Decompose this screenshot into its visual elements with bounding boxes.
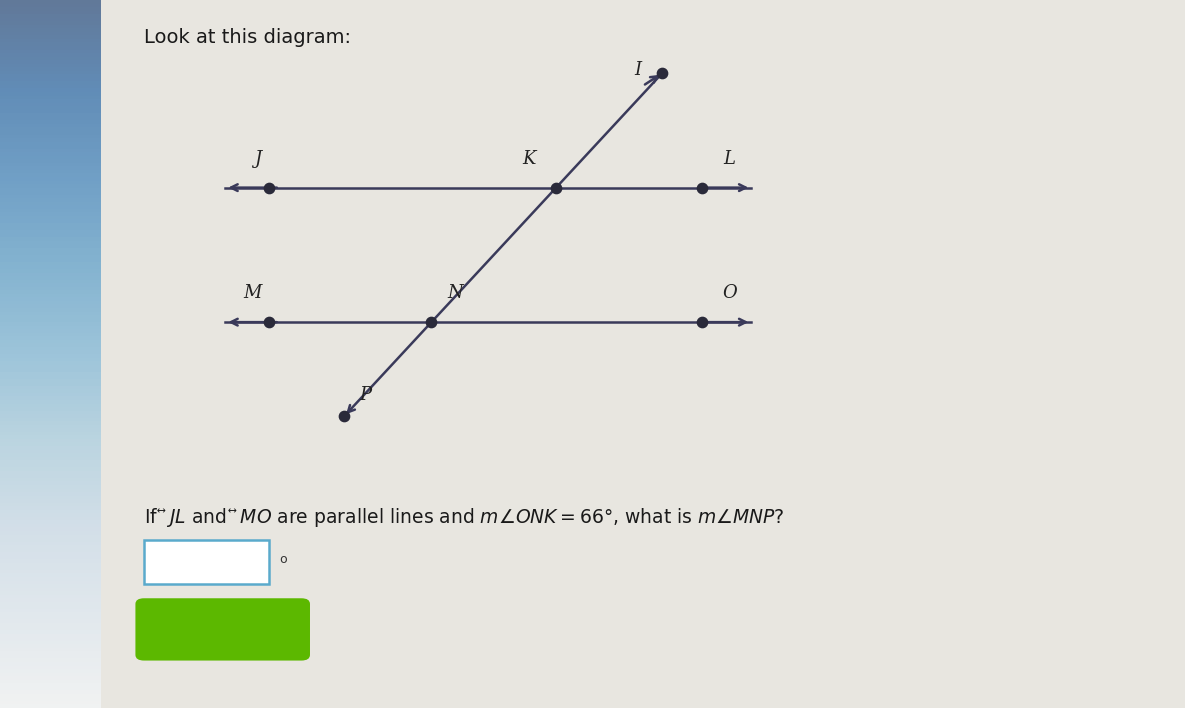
Point xyxy=(546,182,565,193)
Text: O: O xyxy=(722,285,737,302)
Text: I: I xyxy=(635,61,642,79)
FancyBboxPatch shape xyxy=(135,598,310,661)
Point xyxy=(653,68,672,79)
Point xyxy=(260,182,278,193)
Point xyxy=(693,182,712,193)
Text: Submit: Submit xyxy=(187,620,258,639)
Text: K: K xyxy=(523,150,536,168)
Point xyxy=(422,316,441,328)
Text: o: o xyxy=(280,554,287,566)
Text: Look at this diagram:: Look at this diagram: xyxy=(145,28,351,47)
Point xyxy=(334,411,353,422)
Text: M: M xyxy=(243,285,262,302)
Text: If $\overleftrightarrow{JL}$ and $\overleftrightarrow{MO}$ are parallel lines an: If $\overleftrightarrow{JL}$ and $\overl… xyxy=(145,506,784,529)
Bar xyxy=(145,540,269,584)
Text: L: L xyxy=(724,150,736,168)
Text: N: N xyxy=(448,285,463,302)
Point xyxy=(693,316,712,328)
Point xyxy=(260,316,278,328)
Text: J: J xyxy=(255,150,262,168)
Text: P: P xyxy=(360,386,372,404)
